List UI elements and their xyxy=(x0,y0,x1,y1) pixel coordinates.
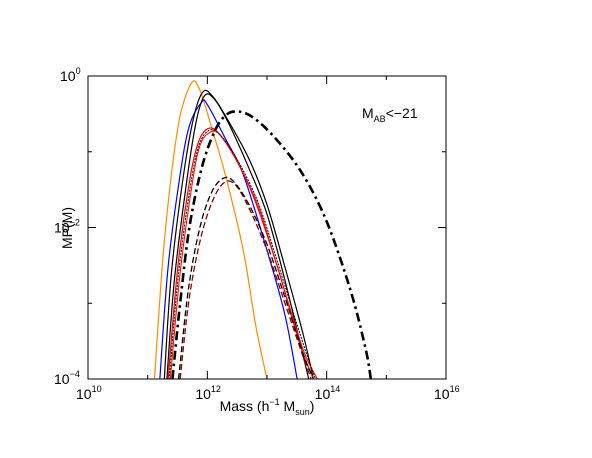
x-tick-base: 10 xyxy=(76,386,92,402)
y-tick-exponent: −2 xyxy=(70,218,80,228)
y-tick-exponent: 0 xyxy=(76,66,81,76)
y-axis-label: MP(M) xyxy=(59,207,75,249)
series-line-10 xyxy=(171,110,373,379)
series-line-9 xyxy=(177,176,315,379)
series-line-4 xyxy=(166,93,310,379)
y-tick-base: 10 xyxy=(60,68,76,84)
x-tick-exponent: 14 xyxy=(330,384,340,394)
x-axis-label-main: Mass (h xyxy=(220,398,270,414)
x-tick-label: 1012 xyxy=(195,384,221,402)
x-tick-exponent: 12 xyxy=(211,384,221,394)
x-axis-label-end: ) xyxy=(310,398,315,414)
y-tick-base: 10 xyxy=(54,371,70,387)
x-axis-label-exp: −1 xyxy=(269,397,279,407)
x-axis-label-mid: M xyxy=(280,398,296,414)
annotation-sub: AB xyxy=(374,114,386,124)
series-line-1 xyxy=(153,80,268,379)
x-tick-exponent: 10 xyxy=(92,384,102,394)
y-tick-label: 100 xyxy=(60,66,81,84)
x-axis-label: Mass (h−1 Msun) xyxy=(220,397,315,417)
x-tick-base: 10 xyxy=(315,386,331,402)
x-axis-label-sub: sun xyxy=(295,407,310,417)
y-tick-exponent: −4 xyxy=(70,369,80,379)
y-tick-label: 10−2 xyxy=(54,218,80,236)
x-tick-base: 10 xyxy=(434,386,450,402)
x-tick-label: 1014 xyxy=(315,384,341,402)
annotation-label: MAB<−21 xyxy=(362,105,418,124)
x-tick-label: 1016 xyxy=(434,384,460,402)
y-tick-base: 10 xyxy=(54,220,70,236)
series-line-3 xyxy=(163,89,315,379)
x-tick-base: 10 xyxy=(195,386,211,402)
annotation-rest: <−21 xyxy=(386,105,418,121)
x-tick-label: 1010 xyxy=(76,384,102,402)
annotation-main: M xyxy=(362,105,374,121)
series-layer xyxy=(153,80,373,379)
series-line-8 xyxy=(179,180,312,379)
x-tick-exponent: 16 xyxy=(450,384,460,394)
series-line-7 xyxy=(168,129,316,379)
y-tick-label: 10−4 xyxy=(54,369,80,387)
series-line-2 xyxy=(159,99,298,379)
